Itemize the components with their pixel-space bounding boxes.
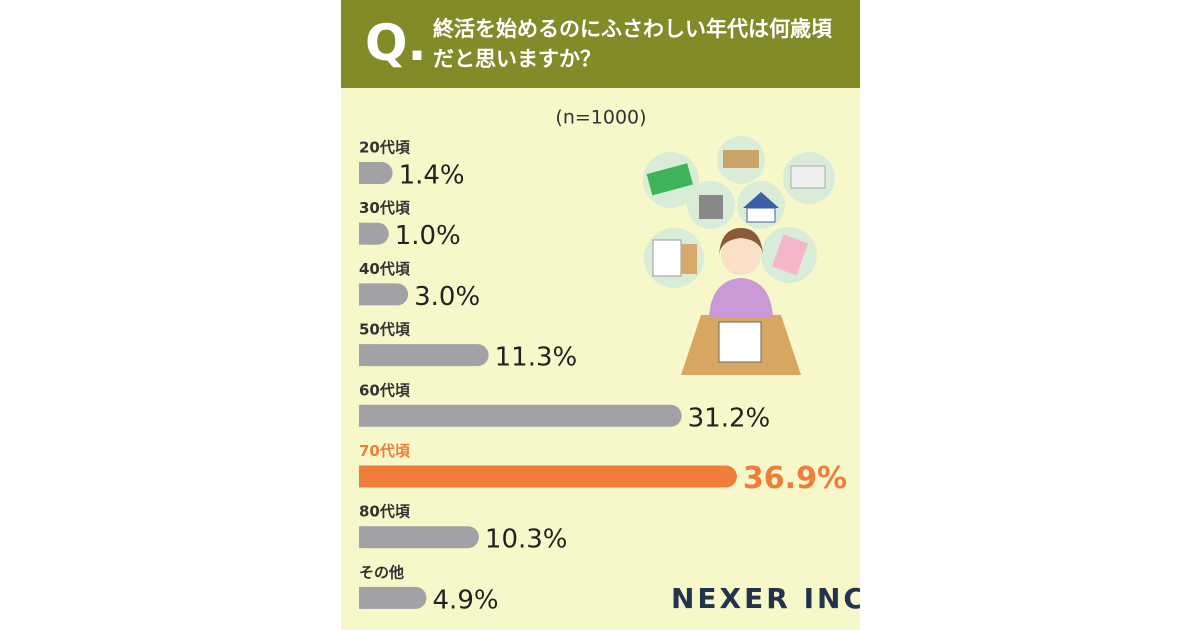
category-label: 30代頃 (359, 199, 411, 217)
header: Q. 終活を始めるのにふさわしい年代は何歳頃だと思いますか？ (341, 0, 860, 88)
value-label: 3.0% (414, 282, 480, 312)
bar-flat-end (359, 465, 370, 488)
value-label: 1.4% (399, 161, 465, 191)
value-label: 4.9% (433, 585, 499, 615)
bar (359, 404, 682, 427)
value-label: 31.2% (688, 403, 771, 433)
category-label: 70代頃 (359, 442, 411, 460)
bar-flat-end (359, 344, 370, 367)
brand: NEXER INC. (671, 582, 860, 615)
bar (359, 344, 489, 367)
value-label: 1.0% (395, 221, 461, 251)
panel: Q. 終活を始めるのにふさわしい年代は何歳頃だと思いますか？ (n=1000) … (341, 0, 860, 630)
question-marker: Q. (365, 14, 427, 72)
bar (359, 465, 737, 488)
category-label: 20代頃 (359, 139, 411, 157)
subtitle: (n=1000) (555, 107, 646, 129)
category-label: 40代頃 (359, 260, 411, 278)
bar (359, 526, 479, 549)
chart: (n=1000) NEXER INC. 20代頃 1.4% 30代頃 1.0% 40代頃… (359, 107, 860, 615)
value-label: 11.3% (495, 343, 578, 373)
category-label: 80代頃 (359, 503, 411, 521)
bar (359, 283, 409, 306)
bar-flat-end (359, 586, 370, 609)
category-label: 60代頃 (359, 381, 411, 399)
category-label: その他 (359, 563, 404, 581)
bar-flat-end (359, 162, 370, 184)
value-label: 10.3% (485, 525, 568, 555)
bar-flat-end (359, 404, 370, 427)
bar-flat-end (359, 526, 370, 549)
category-label: 50代頃 (359, 321, 411, 339)
bar-flat-end (359, 222, 370, 245)
illustration (643, 136, 835, 375)
bar-flat-end (359, 283, 370, 306)
bar (359, 586, 427, 609)
value-label: 36.9% (743, 461, 847, 496)
chart-title: 終活を始めるのにふさわしい年代は何歳頃だと思いますか？ (433, 17, 832, 71)
